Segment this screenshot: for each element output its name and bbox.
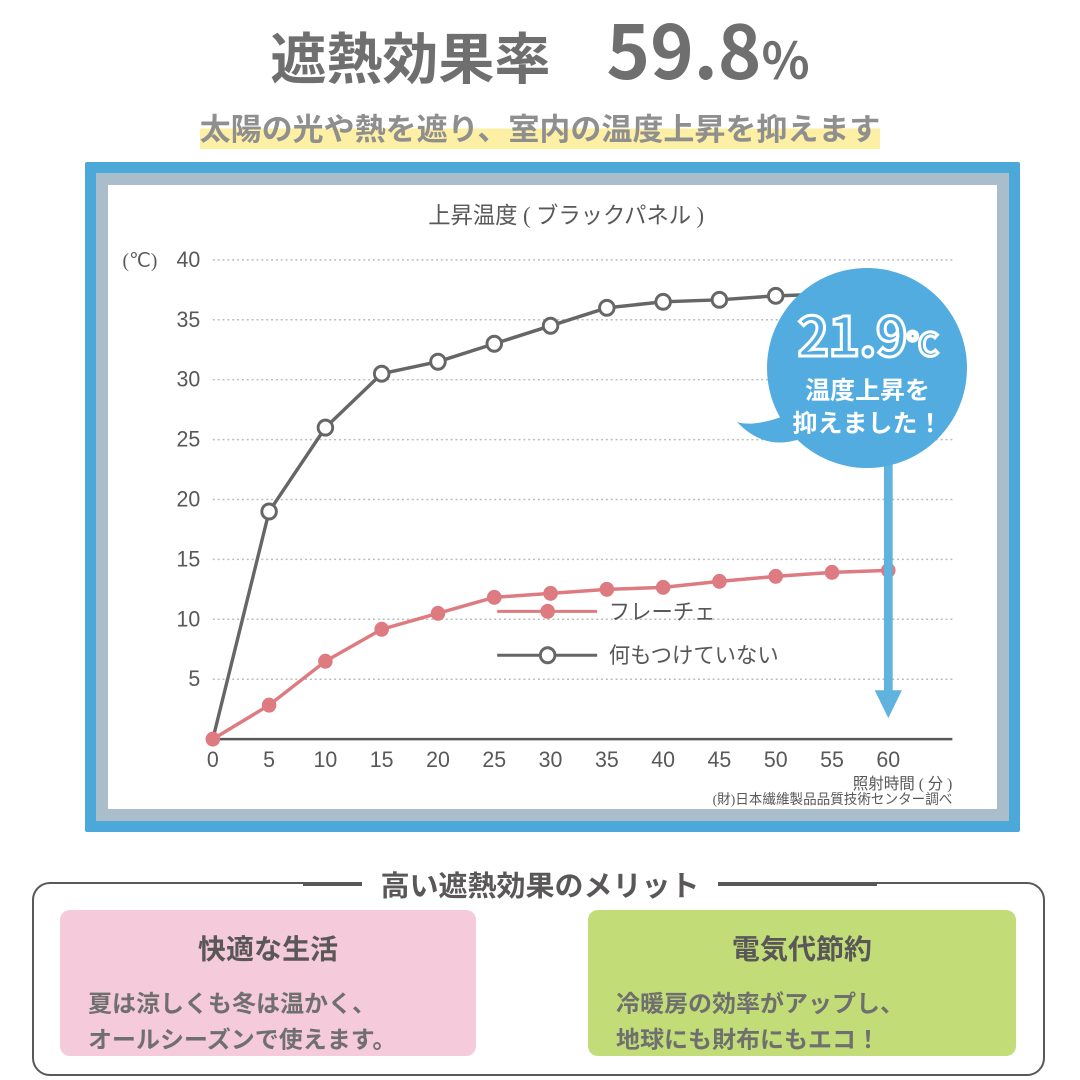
svg-text:55: 55: [820, 747, 844, 772]
svg-text:30: 30: [539, 747, 563, 772]
svg-text:10: 10: [314, 747, 338, 772]
svg-text:60: 60: [876, 747, 900, 772]
svg-text:10: 10: [176, 606, 200, 631]
svg-text:40: 40: [176, 247, 200, 272]
svg-text:何もつけていない: 何もつけていない: [609, 644, 779, 668]
svg-text:20: 20: [426, 747, 450, 772]
svg-text:20: 20: [176, 486, 200, 511]
svg-text:30: 30: [176, 366, 200, 391]
svg-text:50: 50: [764, 747, 788, 772]
svg-text:15: 15: [176, 546, 200, 571]
svg-text:15: 15: [370, 747, 394, 772]
svg-text:0: 0: [207, 747, 219, 772]
svg-text:35: 35: [595, 747, 619, 772]
svg-text:45: 45: [708, 747, 732, 772]
svg-text:25: 25: [482, 747, 506, 772]
svg-text:25: 25: [176, 426, 200, 451]
svg-text:5: 5: [188, 666, 200, 691]
svg-text:フレーチェ: フレーチェ: [609, 600, 716, 624]
svg-text:5: 5: [263, 747, 275, 772]
svg-text:35: 35: [176, 306, 200, 331]
svg-text:上昇温度 ( ブラックパネル ): 上昇温度 ( ブラックパネル ): [428, 203, 704, 228]
svg-text:(℃): (℃): [123, 250, 158, 272]
svg-text:(財)日本繊維製品品質技術センター調べ: (財)日本繊維製品品質技術センター調べ: [713, 792, 953, 808]
svg-text:40: 40: [651, 747, 675, 772]
svg-text:照射時間 ( 分 ): 照射時間 ( 分 ): [853, 775, 953, 793]
